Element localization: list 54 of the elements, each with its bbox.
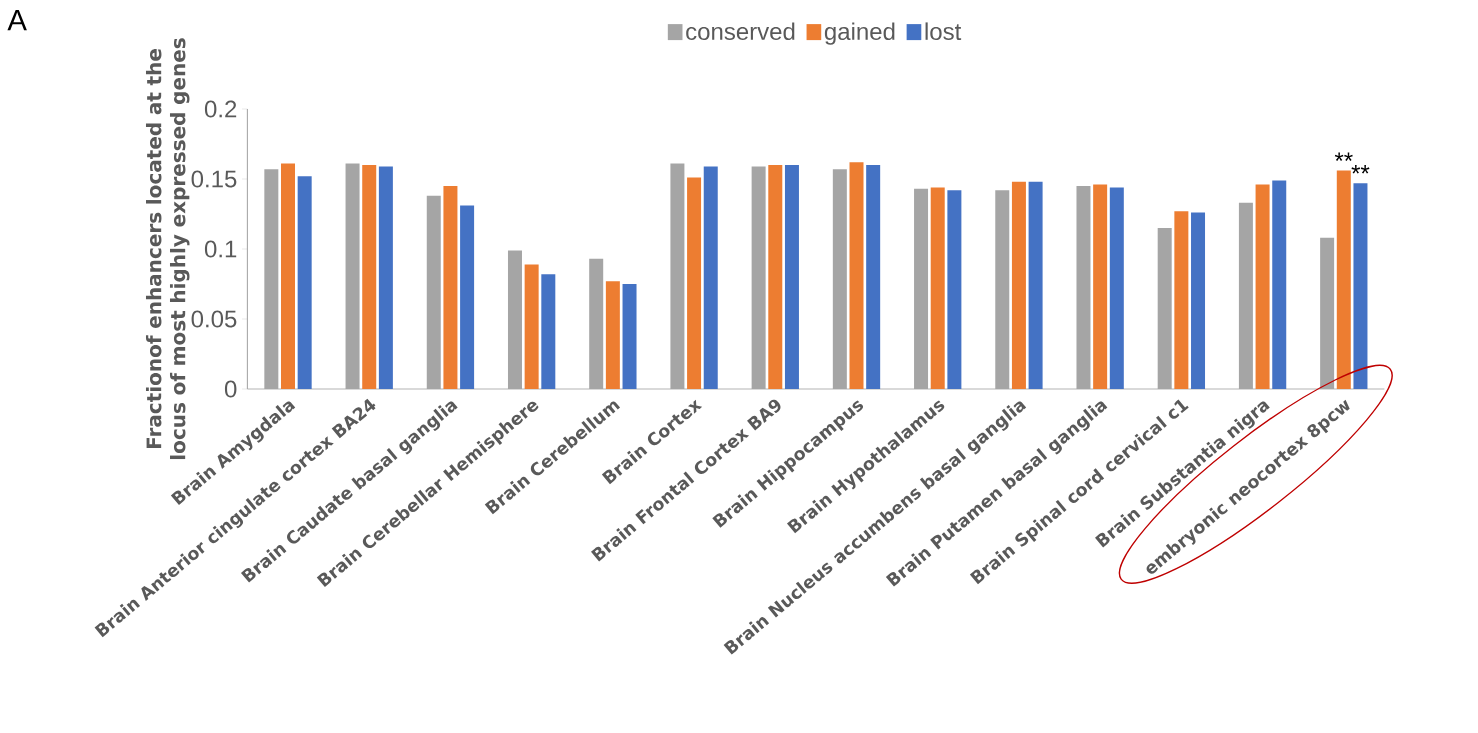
bar bbox=[460, 205, 475, 389]
bar bbox=[297, 176, 312, 389]
bar bbox=[1157, 228, 1172, 389]
bar bbox=[1011, 181, 1026, 389]
bar bbox=[947, 190, 962, 389]
bar bbox=[832, 169, 847, 389]
bar bbox=[524, 264, 539, 389]
bar bbox=[751, 166, 766, 389]
bar bbox=[768, 165, 783, 389]
y-tick-label: 0.2 bbox=[204, 100, 237, 118]
bar bbox=[914, 188, 929, 389]
bar bbox=[1076, 186, 1091, 389]
bar bbox=[1272, 180, 1287, 389]
bar bbox=[541, 274, 556, 389]
bar bbox=[378, 166, 393, 389]
bar bbox=[605, 281, 620, 389]
bar bbox=[1028, 181, 1043, 389]
legend-label: lost bbox=[925, 22, 962, 41]
bar bbox=[849, 162, 864, 389]
bar bbox=[1093, 184, 1108, 389]
bar bbox=[1255, 184, 1270, 389]
bar bbox=[930, 187, 945, 389]
bar bbox=[345, 163, 360, 389]
bar bbox=[426, 195, 441, 389]
bar bbox=[784, 165, 799, 389]
legend-label: gained bbox=[824, 22, 895, 45]
bar bbox=[264, 169, 279, 389]
bar bbox=[670, 163, 685, 389]
bar bbox=[1238, 202, 1253, 389]
bar bbox=[687, 177, 702, 389]
bar bbox=[1191, 212, 1206, 389]
bar bbox=[1320, 237, 1335, 389]
bar bbox=[1109, 187, 1124, 389]
y-axis-title: Fractionof enhancers located at the locus of most highly expressed genes bbox=[145, 38, 190, 460]
bar bbox=[995, 190, 1010, 389]
annotation: ** bbox=[1351, 165, 1370, 174]
y-tick-label: 0.05 bbox=[191, 310, 237, 328]
bar bbox=[1174, 211, 1189, 389]
annotation: ** bbox=[1334, 152, 1353, 161]
bar bbox=[589, 258, 604, 389]
y-tick-label: 0 bbox=[224, 380, 237, 398]
legend-label: conserved bbox=[686, 22, 795, 41]
bar bbox=[1353, 183, 1368, 389]
bar bbox=[362, 165, 377, 389]
bar bbox=[281, 163, 296, 389]
text: A bbox=[7, 10, 27, 31]
bar bbox=[507, 250, 522, 389]
bar bbox=[443, 186, 458, 389]
bar bbox=[622, 284, 637, 389]
y-tick-label: 0.15 bbox=[191, 170, 237, 188]
bar bbox=[1336, 170, 1351, 389]
y-tick-label: 0.1 bbox=[204, 240, 237, 258]
bar bbox=[866, 165, 881, 389]
bar bbox=[703, 166, 718, 389]
